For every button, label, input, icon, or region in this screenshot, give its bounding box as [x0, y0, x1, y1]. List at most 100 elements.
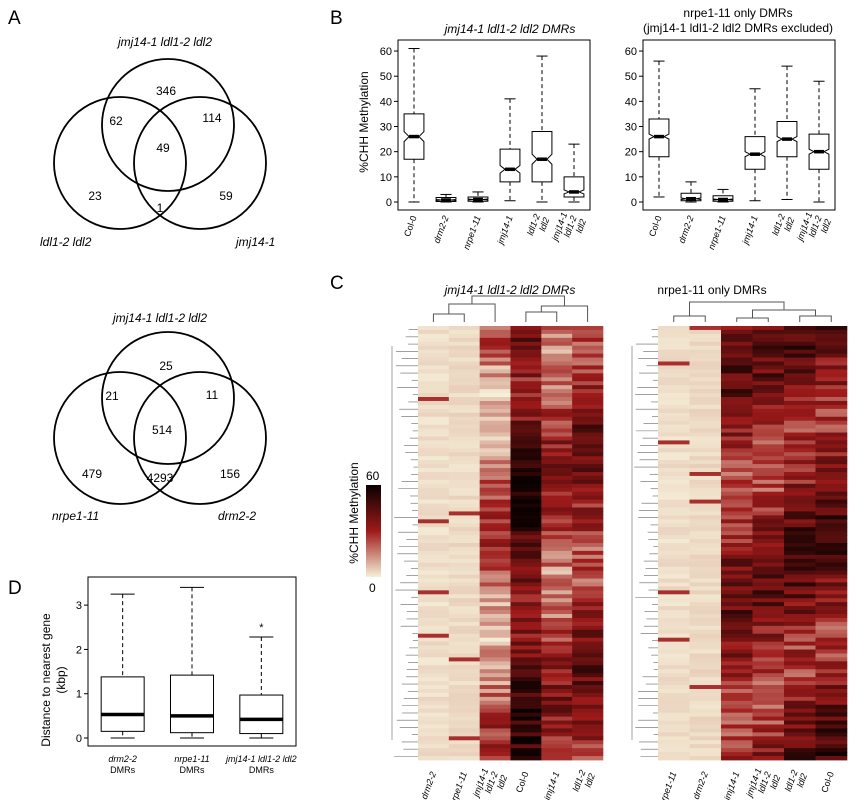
heatmap-cell: [752, 495, 785, 500]
heatmap-cell: [752, 416, 785, 422]
heatmap-cell: [448, 424, 480, 429]
heatmap-cell: [418, 468, 450, 473]
venn1-count: 49: [156, 141, 170, 155]
heatmap-cell: [541, 416, 573, 422]
heatmap-cell: [541, 440, 573, 445]
heatmap-cell: [658, 468, 690, 473]
heatmap-cell: [418, 724, 450, 729]
heatmap-cell: [572, 397, 604, 402]
heatmap-cell: [658, 543, 690, 548]
heatmap-cell: [784, 590, 816, 595]
heatmap-cell: [658, 377, 690, 382]
heatmap-cell: [448, 456, 480, 461]
x-tick-label-line: ldl2: [782, 216, 796, 233]
heatmap-cell: [784, 326, 816, 331]
heatmap-cell: [658, 326, 690, 331]
heatmap-cell: [541, 681, 573, 686]
heatmap-cell: [572, 681, 604, 686]
heatmap-cell: [541, 740, 573, 745]
heatmap-cell: [658, 408, 690, 414]
heatmap-cell: [448, 704, 480, 710]
heatmap-cell: [658, 740, 690, 745]
heatmap-cell: [510, 329, 542, 335]
heatmap-cell: [541, 487, 573, 493]
box-0: [100, 593, 145, 739]
heatmap-cell: [510, 397, 542, 402]
heatmap-cell: [541, 404, 573, 410]
venn1-count: 346: [156, 84, 176, 98]
heatmap-cell: [784, 412, 816, 418]
box-5: [808, 80, 830, 203]
heatmap-cell: [510, 349, 542, 355]
heatmap-cell: [418, 688, 450, 694]
heatmap-cell: [721, 479, 753, 485]
heatmap-column-label-line: ldl2: [495, 774, 509, 791]
heatmap-cell: [541, 535, 573, 540]
heatmap-cell: [572, 444, 604, 449]
heatmap-cell: [448, 527, 480, 532]
heatmap-cell: [572, 341, 604, 347]
heatmap-cell: [721, 724, 753, 729]
heatmap-cell: [479, 416, 511, 422]
heatmap-cell: [510, 487, 542, 493]
heatmap-cell: [784, 562, 816, 568]
heatmap-cell: [689, 566, 722, 572]
heatmap-cell: [448, 586, 480, 591]
heatmap-cell: [479, 491, 511, 497]
heatmap-cell: [752, 550, 785, 556]
heatmap-cell: [784, 393, 816, 398]
heatmap-cell: [418, 637, 450, 643]
heatmap-cell: [752, 614, 785, 619]
heatmap-cell: [418, 357, 450, 362]
heatmap-cell: [510, 531, 542, 536]
venn-diagram-1: [53, 58, 267, 230]
heatmap-cell: [689, 499, 722, 504]
heatmap-cell: [721, 617, 753, 623]
heatmap-cell: [448, 543, 480, 548]
heatmap-cell: [815, 712, 848, 717]
x-tick-label: nrpe1-11: [706, 214, 727, 251]
heatmap-cell: [752, 539, 785, 544]
heatmap-cell: [784, 732, 816, 737]
heatmap-cell: [448, 507, 480, 512]
heatmap-cell: [689, 369, 722, 374]
heatmap-cell: [448, 736, 480, 741]
heatmap-cell: [418, 420, 450, 426]
venn2-count: 156: [220, 467, 240, 481]
heatmap-cell: [784, 416, 816, 422]
heatmap-cell: [689, 436, 722, 441]
heatmap-cell: [572, 428, 604, 433]
heatmap-cell: [721, 361, 753, 366]
panel-b: B %CHH Methylation jmj14-1 ldl1-2 ldl2 D…: [330, 6, 836, 251]
heatmap-cell: [510, 590, 542, 595]
heatmap-cell: [541, 337, 573, 343]
heatmap-cell: [689, 539, 722, 544]
heatmap-cell: [479, 393, 511, 398]
heatmap-cell: [510, 700, 542, 706]
heatmap-cell: [658, 708, 690, 714]
heatmap-cell: [784, 594, 816, 599]
heatmap-cell: [572, 365, 604, 370]
heatmap-cell: [418, 736, 450, 741]
heatmap-cell: [752, 586, 785, 591]
heatmap-cell: [784, 499, 816, 504]
heatmap-cell: [689, 681, 722, 686]
heatmap-cell: [541, 614, 573, 619]
heatmap-cell: [658, 570, 690, 575]
heatmap-cell: [448, 633, 480, 639]
heatmap-cell: [448, 669, 480, 674]
heatmap-cell: [752, 377, 785, 382]
heatmap-cell: [784, 381, 816, 386]
heatmap-cell: [479, 732, 511, 737]
heatmap-cell: [448, 708, 480, 714]
heatmap-cell: [752, 685, 785, 690]
heatmap-cell: [815, 677, 848, 682]
heatmap-cell: [541, 420, 573, 426]
heatmap-cell: [448, 412, 480, 418]
heatmap-cell: [658, 397, 690, 402]
heatmap-cell: [572, 590, 604, 595]
heatmap-cell: [721, 527, 753, 532]
heatmap-cell: [815, 606, 848, 611]
heatmap-cell: [689, 562, 722, 568]
